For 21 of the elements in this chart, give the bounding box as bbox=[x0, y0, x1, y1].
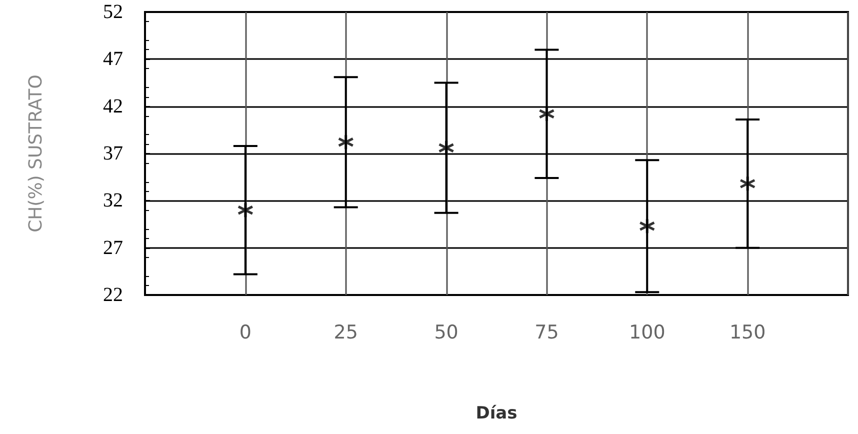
x-tick-label: 25 bbox=[334, 322, 358, 344]
y-tick-label: 32 bbox=[103, 190, 123, 212]
point bbox=[438, 140, 455, 156]
x-tick-label: 75 bbox=[534, 322, 559, 344]
y-tick-label: 27 bbox=[103, 236, 123, 259]
x-tick-label: 100 bbox=[629, 322, 666, 344]
point bbox=[739, 175, 756, 192]
x-tick-label: 50 bbox=[434, 322, 458, 344]
y-tick-label: 42 bbox=[103, 95, 123, 118]
point bbox=[538, 106, 555, 122]
y-tick-label: 47 bbox=[103, 48, 123, 70]
y-tick-label: 52 bbox=[103, 1, 123, 23]
y-tick-label: 37 bbox=[103, 142, 123, 164]
point bbox=[338, 134, 354, 150]
point bbox=[638, 218, 656, 234]
x-tick-label: 150 bbox=[729, 322, 766, 344]
y-axis-title: CH(%) SUSTRATO bbox=[26, 74, 46, 232]
y-tick-label: 22 bbox=[103, 284, 123, 306]
x-axis-title: Días bbox=[476, 404, 518, 424]
x-tick-label: 0 bbox=[239, 322, 252, 344]
point bbox=[237, 202, 254, 218]
